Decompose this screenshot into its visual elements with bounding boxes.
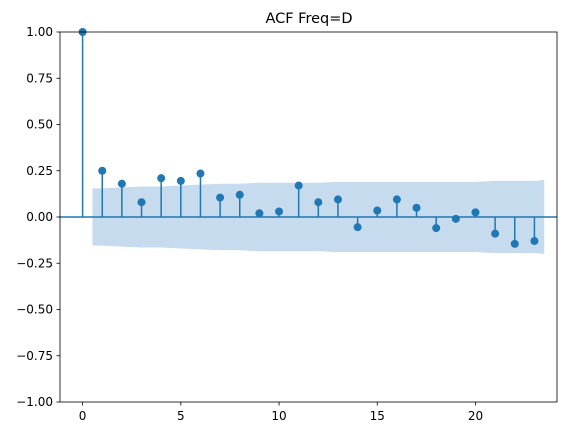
acf-point	[432, 224, 441, 233]
acf-point	[491, 229, 500, 238]
acf-point	[510, 239, 519, 248]
y-tick-label: 0.25	[26, 164, 53, 178]
acf-point	[373, 206, 382, 215]
acf-point	[451, 214, 460, 223]
acf-point	[157, 174, 166, 183]
acf-point	[412, 203, 421, 212]
acf-point	[294, 181, 303, 190]
x-tick-label: 0	[79, 409, 87, 423]
x-tick-label: 10	[271, 409, 286, 423]
tick-layer: −1.00 −0.75 −0.50 −0.25 0.00 0.25 0.50 0.75 1.00…	[16, 25, 483, 423]
acf-point	[176, 176, 185, 185]
acf-point	[353, 223, 362, 232]
acf-point	[137, 198, 146, 207]
y-tick-label: −0.50	[16, 303, 53, 317]
acf-point	[235, 190, 244, 199]
acf-point	[314, 198, 323, 207]
stem-layer	[78, 28, 539, 248]
acf-point	[275, 207, 284, 216]
acf-point	[471, 208, 480, 217]
y-tick-label: 0.75	[26, 71, 53, 85]
acf-point	[333, 195, 342, 204]
y-tick-label: 0.00	[26, 210, 53, 224]
acf-point	[530, 237, 539, 246]
x-tick-label: 20	[468, 409, 483, 423]
acf-point	[392, 195, 401, 204]
x-tick-label: 15	[370, 409, 385, 423]
acf-point	[117, 179, 126, 188]
acf-point	[196, 169, 205, 178]
y-tick-label: 0.50	[26, 118, 53, 132]
acf-point	[98, 166, 107, 175]
chart-title: ACF Freq=D	[265, 11, 352, 27]
acf-point	[255, 209, 264, 218]
y-tick-label: −1.00	[16, 395, 53, 409]
x-tick-label: 5	[177, 409, 185, 423]
y-tick-label: −0.25	[16, 256, 53, 270]
y-tick-label: 1.00	[26, 25, 53, 39]
y-tick-label: −0.75	[16, 349, 53, 363]
acf-point	[216, 193, 225, 202]
